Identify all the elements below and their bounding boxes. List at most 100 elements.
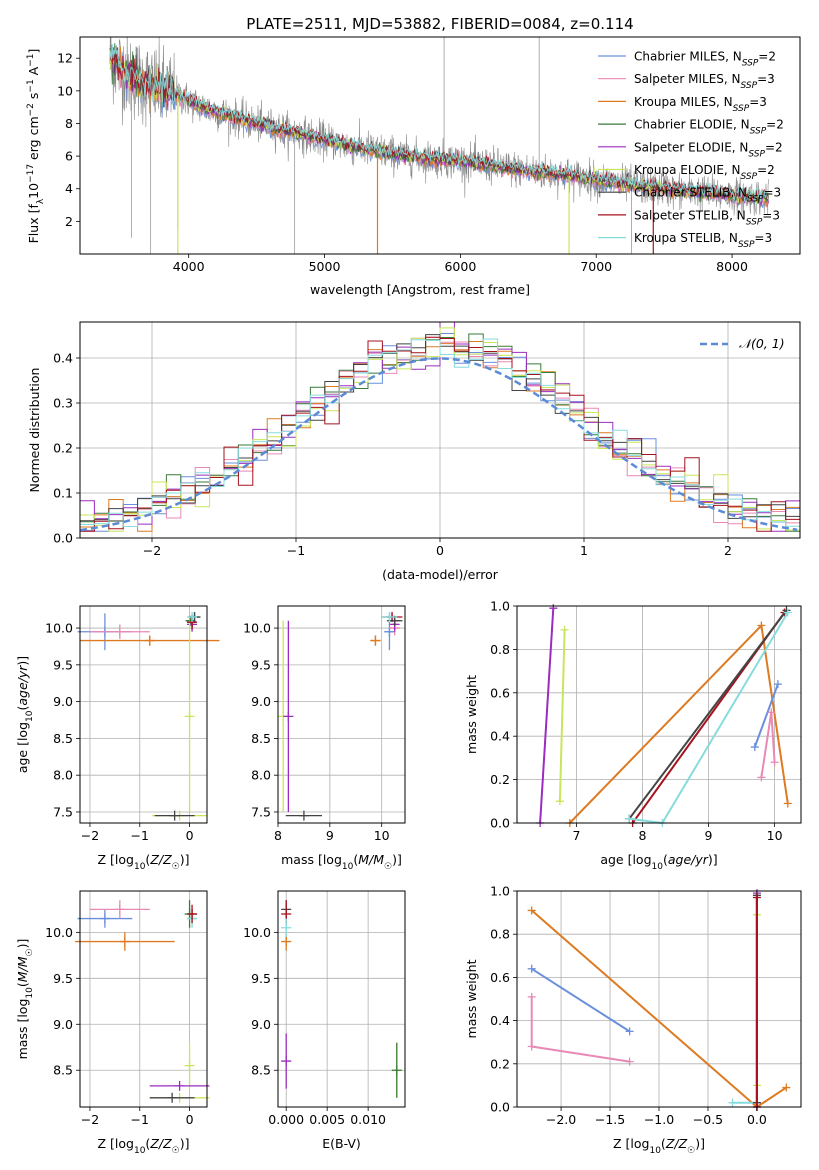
x-tick-label: 0.010 bbox=[350, 1112, 386, 1127]
y-tick-label: 0.2 bbox=[53, 441, 73, 456]
weight-line bbox=[628, 609, 788, 820]
label-part: =2 bbox=[766, 118, 784, 132]
weight-marker bbox=[782, 1083, 791, 1092]
x-axis-label: mass [log10(M/M☉)] bbox=[281, 852, 402, 872]
point-marker bbox=[281, 922, 292, 933]
x-tick-label: −1.0 bbox=[644, 1112, 674, 1127]
x-tick-label: −1 bbox=[131, 828, 149, 843]
point-marker bbox=[184, 1060, 195, 1071]
label-part: Chabrier STELIB, N bbox=[634, 186, 747, 200]
weight-marker bbox=[625, 1027, 634, 1036]
y-tick-label: 0.8 bbox=[490, 927, 510, 942]
point-marker bbox=[281, 908, 292, 919]
y-tick-label: 9.0 bbox=[53, 1017, 73, 1032]
label-part: Kroupa ELODIE, N bbox=[634, 163, 741, 177]
weight-line bbox=[558, 629, 566, 802]
label-part: ☉ bbox=[172, 1146, 180, 1156]
y-tick-label: 8.5 bbox=[53, 1063, 73, 1078]
label-part: ☉ bbox=[172, 862, 180, 872]
label-part: )] bbox=[180, 1136, 190, 1151]
axes-frame bbox=[277, 605, 406, 824]
axes-frame bbox=[79, 36, 801, 255]
label-part: Z [log bbox=[98, 1136, 134, 1151]
y-tick-label: 0.2 bbox=[490, 772, 510, 787]
y-tick-label: 8.5 bbox=[251, 731, 271, 746]
weight-lines bbox=[536, 604, 792, 827]
label-part: Z [log bbox=[613, 1136, 649, 1151]
legend-label: Salpeter STELIB, NSSP=3 bbox=[634, 208, 780, 227]
label-part: )] bbox=[695, 1136, 705, 1151]
y-tick-label: 7.5 bbox=[53, 804, 73, 819]
y-tick-label: 2 bbox=[65, 214, 73, 229]
y-tick-label: 9.5 bbox=[251, 971, 271, 986]
point-marker bbox=[281, 1056, 292, 1067]
weight-marker bbox=[527, 906, 536, 915]
weight-line bbox=[753, 683, 779, 748]
label-part: Z/Z bbox=[665, 1136, 688, 1151]
label-part: Salpeter ELODIE, N bbox=[634, 140, 748, 154]
x-tick-label: −1 bbox=[131, 1112, 149, 1127]
label-part: SSP bbox=[738, 240, 755, 250]
x-tick-label: 7 bbox=[572, 828, 580, 843]
x-tick-label: −0.5 bbox=[693, 1112, 723, 1127]
y-tick-label: 8.5 bbox=[251, 1063, 271, 1078]
x-axis-label: (data-model)/error bbox=[382, 567, 499, 582]
weight-marker bbox=[773, 680, 782, 689]
histogram-series bbox=[80, 338, 800, 528]
weight-marker bbox=[767, 708, 776, 717]
x-tick-label: 8 bbox=[639, 828, 647, 843]
point-marker bbox=[114, 904, 125, 915]
axes-frame bbox=[516, 605, 802, 824]
y-tick-label: 8.5 bbox=[53, 731, 73, 746]
x-tick-label: 9 bbox=[705, 828, 713, 843]
x-axis-label: age [log10(age/yr)] bbox=[600, 852, 717, 872]
label-part: ☉ bbox=[25, 948, 35, 956]
y-tick-label: 7.5 bbox=[251, 804, 271, 819]
y-tick-label: 1.0 bbox=[490, 599, 510, 614]
axes-age_vs_Z: −2 −1 07.58.08.59.09.510.0Z [log10(Z/Z☉)]a… bbox=[15, 605, 220, 872]
axes-residuals: −2 −1 0 1 2 0.0 0.1 0.2 0.3 0.4 (data-model)/error… bbox=[27, 321, 801, 582]
label-part: erg cm bbox=[26, 116, 41, 164]
x-tick-label: 7000 bbox=[580, 259, 612, 274]
label-part: =2 bbox=[758, 50, 776, 64]
label-part: =3 bbox=[749, 95, 767, 109]
point-marker bbox=[184, 711, 195, 722]
label-part: −17 bbox=[26, 164, 36, 183]
y-tick-label: 10.0 bbox=[45, 621, 73, 636]
normal-curve bbox=[80, 357, 798, 532]
label-part: SSP bbox=[733, 104, 750, 114]
y-axis-label: age [log10(age/yr)] bbox=[15, 656, 35, 773]
legend-label: Chabrier STELIB, NSSP=3 bbox=[634, 186, 781, 205]
label-part: ( bbox=[145, 852, 150, 867]
axes-mass_weight_vs_Z: −2.0 −1.5 −1.0 −0.5 0.0 0.0 0.2 0.4 0.6 0.8 1.0 Z [… bbox=[464, 884, 802, 1156]
label-part: ] bbox=[26, 49, 41, 54]
y-axis-label: Normed distribution bbox=[27, 368, 42, 493]
label-part: =3 bbox=[757, 72, 775, 86]
label-part: )] bbox=[15, 656, 30, 666]
label-part: 10 bbox=[25, 987, 35, 999]
label-part: ( bbox=[145, 1136, 150, 1151]
y-tick-label: 0.0 bbox=[53, 531, 73, 546]
weight-marker bbox=[555, 797, 564, 806]
label-part: SSP bbox=[746, 217, 763, 227]
label-part: Chabrier MILES, N bbox=[634, 50, 742, 64]
x-tick-label: 2 bbox=[724, 543, 732, 558]
label-part: Chabrier ELODIE, N bbox=[634, 118, 750, 132]
point-marker bbox=[144, 635, 155, 646]
y-axis-label: mass weight bbox=[464, 675, 479, 754]
y-tick-label: 9.5 bbox=[53, 971, 73, 986]
axes-frame bbox=[277, 890, 406, 1108]
label-part: Salpeter MILES, N bbox=[634, 72, 741, 86]
y-axis-label: mass weight bbox=[464, 959, 479, 1038]
label-part: age/yr bbox=[15, 665, 30, 706]
label-part: age/yr bbox=[668, 852, 709, 867]
x-tick-label: 8000 bbox=[716, 259, 748, 274]
label-part: )] bbox=[708, 852, 718, 867]
y-tick-label: 0.1 bbox=[53, 486, 73, 501]
legend-label: Salpeter ELODIE, NSSP=2 bbox=[634, 140, 783, 159]
label-part: =3 bbox=[754, 231, 772, 245]
label-part: =2 bbox=[757, 163, 775, 177]
weight-marker bbox=[527, 1042, 536, 1051]
x-tick-label: 0.0 bbox=[747, 1112, 767, 1127]
point-marker bbox=[283, 711, 294, 722]
